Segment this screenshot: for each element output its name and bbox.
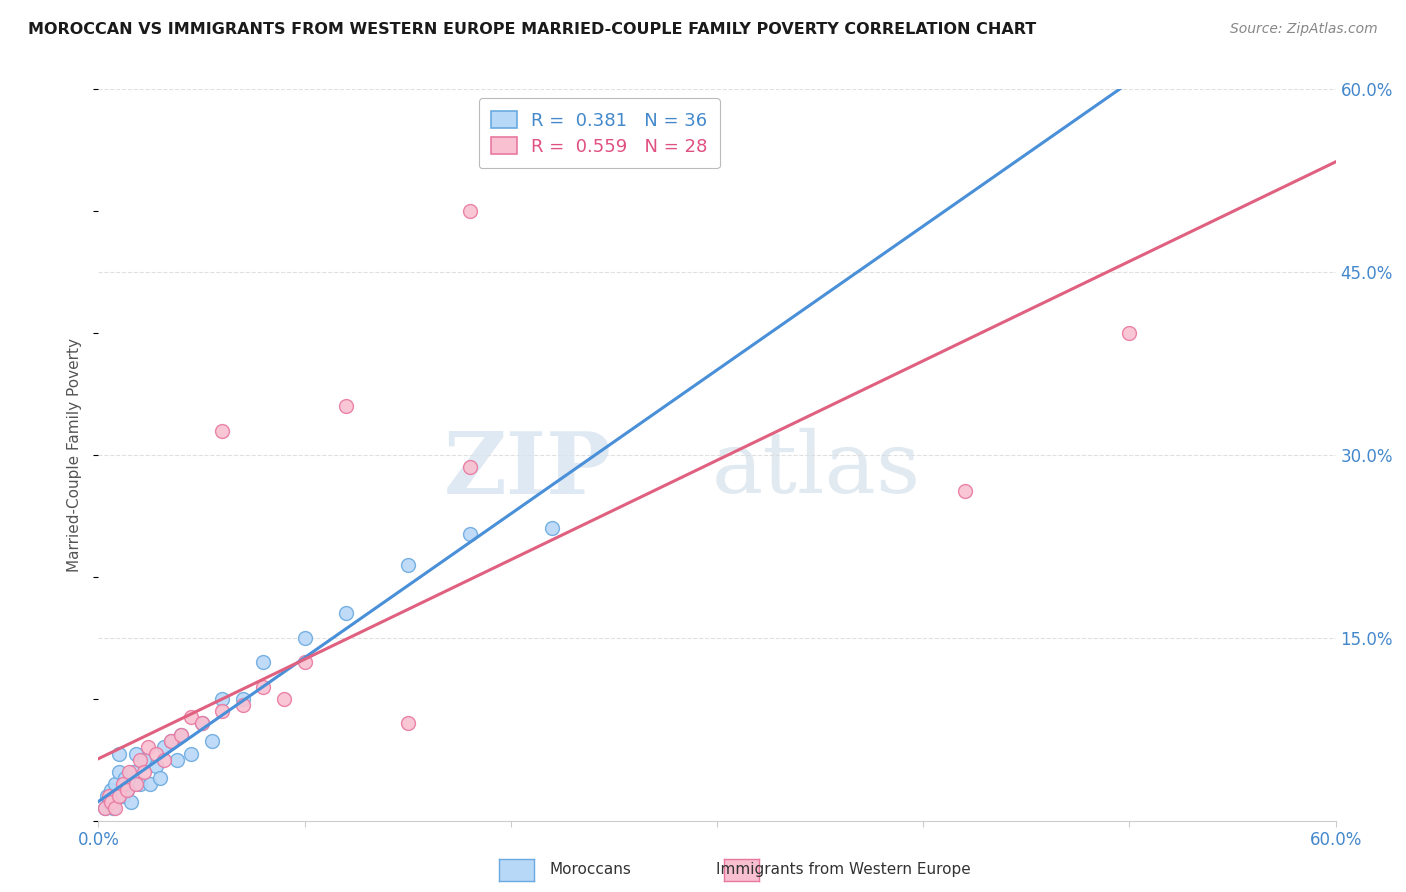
Point [335, 399, 357, 413]
Point [108, 747, 131, 761]
Point [132, 753, 155, 767]
Point [112, 789, 135, 804]
Point [149, 771, 172, 785]
Point [153, 753, 176, 767]
Point [124, 747, 146, 761]
Point [104, 777, 127, 791]
Text: ZIP: ZIP [444, 427, 612, 511]
Point [112, 777, 135, 791]
Point [458, 460, 481, 475]
Point [117, 783, 139, 797]
Point [541, 521, 564, 535]
Point [190, 716, 212, 731]
Point [100, 796, 122, 810]
Text: atlas: atlas [711, 428, 921, 511]
Point [294, 631, 316, 645]
Point [145, 747, 167, 761]
Point [97, 789, 120, 804]
Point [458, 204, 481, 219]
Point [190, 716, 212, 731]
Text: Source: ZipAtlas.com: Source: ZipAtlas.com [1230, 22, 1378, 37]
Point [105, 789, 128, 804]
Point [294, 655, 316, 669]
Point [128, 753, 150, 767]
Point [114, 771, 136, 785]
Point [104, 801, 127, 815]
Point [396, 716, 419, 731]
Point [166, 753, 188, 767]
Text: MOROCCAN VS IMMIGRANTS FROM WESTERN EUROPE MARRIED-COUPLE FAMILY POVERTY CORRELA: MOROCCAN VS IMMIGRANTS FROM WESTERN EURO… [28, 22, 1036, 37]
Point [159, 734, 181, 748]
Text: Immigrants from Western Europe: Immigrants from Western Europe [716, 863, 972, 877]
Point [232, 698, 254, 712]
Point [170, 728, 193, 742]
Point [132, 764, 155, 779]
Point [159, 734, 181, 748]
Point [170, 728, 193, 742]
Legend: R =  0.381   N = 36, R =  0.559   N = 28: R = 0.381 N = 36, R = 0.559 N = 28 [478, 98, 720, 169]
Point [180, 710, 202, 724]
Point [458, 527, 481, 541]
Y-axis label: Married-Couple Family Poverty: Married-Couple Family Poverty [67, 338, 83, 572]
Point [128, 777, 150, 791]
Point [211, 424, 233, 438]
Point [101, 801, 124, 815]
Point [232, 691, 254, 706]
Point [139, 777, 162, 791]
Point [396, 558, 419, 572]
Point [136, 740, 159, 755]
Point [118, 764, 141, 779]
Point [124, 777, 146, 791]
Text: Moroccans: Moroccans [550, 863, 631, 877]
Point [180, 747, 202, 761]
Point [118, 777, 141, 791]
Point [953, 484, 976, 499]
Point [201, 734, 224, 748]
Point [335, 607, 357, 621]
Point [273, 691, 295, 706]
Point [96, 789, 118, 804]
Point [153, 740, 176, 755]
Point [108, 789, 131, 804]
Point [120, 796, 142, 810]
Point [122, 764, 145, 779]
Point [93, 801, 115, 815]
Point [1118, 326, 1140, 340]
Point [93, 801, 115, 815]
Point [108, 764, 131, 779]
Point [117, 783, 139, 797]
Point [100, 783, 122, 797]
Point [97, 796, 120, 810]
Point [145, 758, 167, 772]
Point [211, 704, 233, 718]
Point [252, 655, 274, 669]
Point [211, 691, 233, 706]
Point [252, 680, 274, 694]
